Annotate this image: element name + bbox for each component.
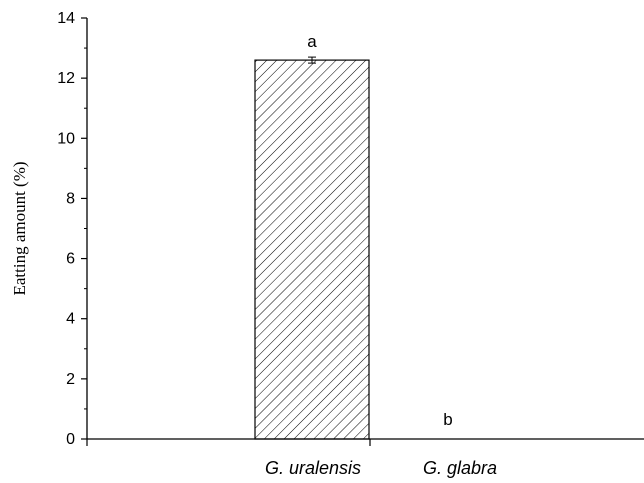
y-tick-label: 0: [66, 431, 75, 448]
bars: ab: [254, 32, 453, 440]
x-category-label: G. glabra: [423, 458, 497, 478]
y-axis-label: Eatting amount (%): [10, 161, 29, 295]
bar-1: [254, 59, 370, 440]
y-tick-label: 4: [66, 311, 75, 328]
significance-label: a: [307, 32, 317, 51]
y-tick-label: 6: [66, 251, 75, 268]
x-category-label: G. uralensis: [265, 458, 361, 478]
y-tick-label: 12: [57, 70, 75, 87]
significance-label: b: [443, 410, 452, 429]
y-axis: 0 2 4 6 8 10 12 14: [57, 10, 88, 448]
y-tick-label: 10: [57, 130, 75, 147]
y-tick-label: 14: [57, 10, 75, 27]
y-tick-label: 2: [66, 371, 75, 388]
y-tick-label: 8: [66, 190, 75, 207]
x-axis: G. uralensis G. glabra: [86, 438, 644, 478]
